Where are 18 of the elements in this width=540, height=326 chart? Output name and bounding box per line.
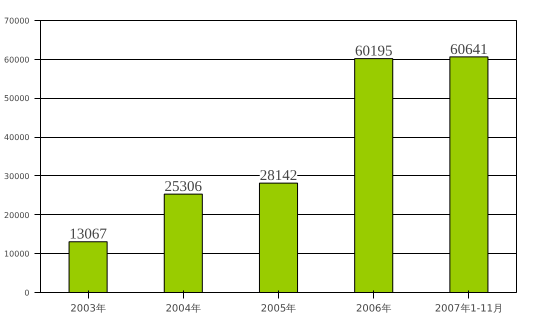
y-tick-label: 20000 <box>4 210 30 220</box>
data-label: 25306 <box>164 179 203 196</box>
y-tick-label: 70000 <box>4 16 30 26</box>
x-tick-label: 2003年 <box>70 302 106 314</box>
y-tick-label: 40000 <box>4 133 30 142</box>
y-tick-label: 10000 <box>4 250 30 259</box>
data-label: 28142 <box>260 168 298 184</box>
y-tick-label: 0 <box>24 288 30 298</box>
x-tick-label: 2006年 <box>356 302 392 314</box>
y-tick-label: 60000 <box>4 55 30 64</box>
data-label: 60195 <box>354 44 392 60</box>
y-tick-label: 50000 <box>4 94 30 104</box>
x-tick-label: 2005年 <box>260 302 296 314</box>
data-label: 13067 <box>69 226 108 243</box>
data-label: 60641 <box>450 42 488 58</box>
x-tick-label: 2004年 <box>166 302 202 314</box>
y-tick-label: 30000 <box>4 172 30 181</box>
x-tick-label: 2007年1-11月 <box>434 302 503 314</box>
